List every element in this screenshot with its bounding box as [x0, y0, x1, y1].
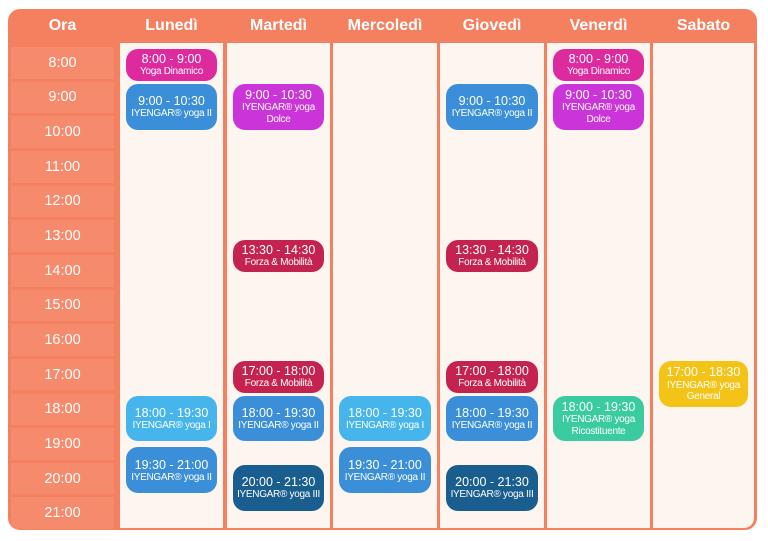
- class-time: 9:00 - 10:30: [458, 93, 526, 108]
- time-slot-800: 8:00: [11, 47, 114, 79]
- class-time: 17:00 - 18:00: [241, 363, 316, 378]
- class-name: Yoga Dinamico: [140, 66, 203, 78]
- class-block: 8:00 - 9:00 Yoga Dinamico: [553, 49, 644, 81]
- class-time: 13:30 - 14:30: [455, 242, 529, 257]
- class-block: 9:00 - 10:30 IYENGAR® yoga Dolce: [553, 83, 644, 130]
- time-slot-1500: 15:00: [11, 289, 114, 322]
- class-name: IYENGAR® yoga II: [344, 471, 426, 483]
- class-time: 18:00 - 19:30: [348, 405, 422, 420]
- time-slot-2000: 20:00: [11, 462, 114, 495]
- day-header-5: Sabato: [676, 17, 731, 34]
- class-name: IYENGAR® yoga Dolce: [562, 102, 635, 125]
- class-block: 18:00 - 19:30 IYENGAR® yoga II: [233, 395, 324, 442]
- class-time: 18:00 - 19:30: [455, 405, 529, 420]
- class-block: 9:00 - 10:30 IYENGAR® yoga II: [126, 83, 217, 130]
- class-block: 19:30 - 21:00 IYENGAR® yoga II: [339, 447, 431, 494]
- time-slot-1900: 19:00: [11, 428, 114, 460]
- class-time: 19:30 - 21:00: [348, 457, 422, 472]
- class-name: IYENGAR® yoga III: [450, 489, 534, 501]
- class-name: IYENGAR® yoga General: [667, 379, 740, 403]
- day-header-2: Mercoledì: [347, 17, 423, 34]
- class-time: 20:00 - 21:30: [455, 474, 529, 489]
- class-block: 17:00 - 18:30 IYENGAR® yoga General: [659, 360, 748, 407]
- day-header-3: Giovedì: [462, 17, 522, 34]
- class-block: 8:00 - 9:00 Yoga Dinamico: [126, 49, 217, 81]
- class-time: 8:00 - 9:00: [141, 52, 202, 67]
- day-header-4: Venerdì: [569, 17, 628, 34]
- weekly-schedule: Ora 8:00 9:00 10:00 11:00 12:00 13:00 14:00 15:…: [8, 9, 757, 530]
- class-time: 18:00 - 19:30: [241, 405, 316, 420]
- class-name: IYENGAR® yoga II: [131, 108, 212, 120]
- class-block: 18:00 - 19:30 IYENGAR® yoga II: [446, 395, 538, 442]
- class-time: 18:00 - 19:30: [561, 399, 636, 414]
- class-time: 9:00 - 10:30: [245, 87, 312, 102]
- class-block: 19:30 - 21:00 IYENGAR® yoga II: [126, 447, 217, 494]
- class-block: 13:30 - 14:30 Forza & Mobilità: [446, 239, 538, 272]
- class-name: IYENGAR® yoga II: [131, 471, 212, 483]
- class-name: IYENGAR® yoga Dolce: [242, 102, 315, 125]
- day-column-2: 18:00 - 19:30 IYENGAR® yoga I 19:30 - 21:0…: [333, 43, 437, 528]
- class-name: IYENGAR® yoga II: [451, 419, 533, 431]
- day-column-5: 17:00 - 18:30 IYENGAR® yoga General: [653, 43, 754, 528]
- class-block: 17:00 - 18:00 Forza & Mobilità: [446, 360, 538, 393]
- time-slot-1100: 11:00: [11, 150, 114, 183]
- day-column-0: 8:00 - 9:00 Yoga Dinamico 9:00 - 10:30 IYEN…: [120, 43, 223, 528]
- class-name: IYENGAR® yoga II: [451, 108, 533, 120]
- class-name: Forza & Mobilità: [244, 257, 313, 268]
- time-slot-1300: 13:00: [11, 220, 114, 252]
- class-block: 9:00 - 10:30 IYENGAR® yoga Dolce: [233, 83, 324, 130]
- time-slot-1800: 18:00: [11, 393, 114, 426]
- day-column-3: 9:00 - 10:30 IYENGAR® yoga II 13:30 - 14:3…: [440, 43, 544, 528]
- class-time: 18:00 - 19:30: [134, 405, 209, 420]
- class-time: 20:00 - 21:30: [241, 474, 316, 489]
- class-name: IYENGAR® yoga I: [132, 419, 211, 431]
- class-name: IYENGAR® yoga III: [237, 489, 320, 501]
- class-block: 18:00 - 19:30 IYENGAR® yoga I: [126, 395, 217, 442]
- time-slot-900: 9:00: [11, 81, 114, 114]
- class-name: Forza & Mobilità: [458, 257, 526, 268]
- day-header-1: Martedì: [250, 17, 307, 34]
- time-slot-2100: 21:00: [11, 497, 114, 530]
- class-time: 9:00 - 10:30: [138, 93, 205, 108]
- day-column-4: 8:00 - 9:00 Yoga Dinamico 9:00 - 10:30 IYEN…: [547, 43, 650, 528]
- class-name: Forza & Mobilità: [244, 378, 313, 390]
- time-slot-1400: 14:00: [11, 254, 114, 287]
- class-time: 19:30 - 21:00: [134, 457, 209, 472]
- class-block: 13:30 - 14:30 Forza & Mobilità: [233, 239, 324, 272]
- class-time: 17:00 - 18:00: [455, 363, 529, 378]
- class-block: 17:00 - 18:00 Forza & Mobilità: [233, 360, 324, 393]
- class-block: 20:00 - 21:30 IYENGAR® yoga III: [233, 464, 324, 511]
- class-time: 13:30 - 14:30: [241, 242, 316, 257]
- time-column-header: Ora: [48, 17, 77, 34]
- class-name: IYENGAR® yoga II: [238, 419, 319, 431]
- class-time: 8:00 - 9:00: [568, 52, 629, 67]
- time-slot-1200: 12:00: [11, 185, 114, 218]
- class-name: Forza & Mobilità: [458, 378, 526, 390]
- class-time: 17:00 - 18:30: [666, 365, 741, 380]
- day-header-0: Lunedì: [145, 17, 198, 34]
- time-slot-1700: 17:00: [11, 358, 114, 391]
- time-slot-1000: 10:00: [11, 116, 114, 148]
- day-column-1: 9:00 - 10:30 IYENGAR® yoga Dolce 13:30 - 1…: [227, 43, 330, 528]
- class-block: 18:00 - 19:30 IYENGAR® yoga I: [339, 395, 431, 442]
- class-name: Yoga Dinamico: [567, 66, 630, 78]
- class-block: 9:00 - 10:30 IYENGAR® yoga II: [446, 83, 538, 130]
- time-slot-1600: 16:00: [11, 324, 114, 356]
- class-name: IYENGAR® yoga I: [346, 419, 424, 431]
- class-block: 18:00 - 19:30 IYENGAR® yoga Ricostituente: [553, 395, 644, 442]
- class-name: IYENGAR® yoga Ricostituente: [562, 414, 635, 437]
- class-time: 9:00 - 10:30: [565, 87, 632, 102]
- class-block: 20:00 - 21:30 IYENGAR® yoga III: [446, 464, 538, 511]
